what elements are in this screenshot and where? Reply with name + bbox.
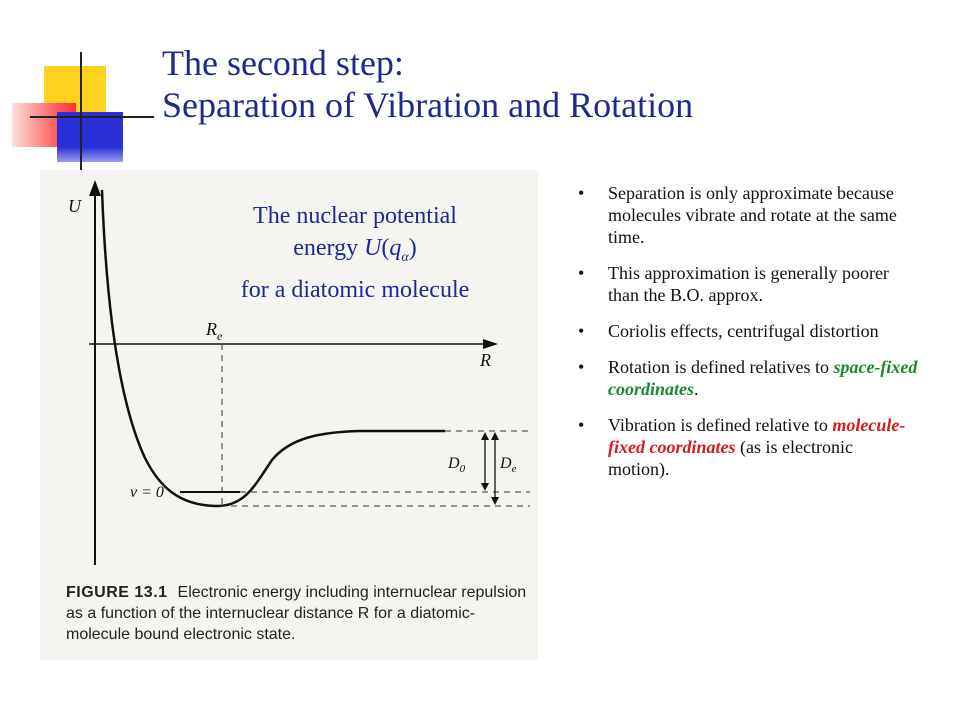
d0-label: D0 — [447, 455, 466, 475]
bullet-item: • Vibration is defined relative to molecu… — [578, 415, 906, 479]
potential-curve-plot: U R Re v = 0 D0 De — [68, 180, 530, 565]
figure-caption: FIGURE 13.1 Electronic energy including i… — [66, 582, 536, 645]
overlay-line-3: for a diatomic molecule — [240, 276, 470, 303]
de-label: De — [499, 455, 517, 475]
potential-curve — [100, 189, 445, 508]
figure-overlay-title: The nuclear potential energy U(qα) for a… — [205, 200, 505, 306]
bullet-item: • Rotation is defined relatives to space-… — [578, 357, 918, 399]
bullet-item: • Separation is only approximate because … — [578, 183, 897, 247]
bullet-icon: • — [578, 183, 585, 203]
overlay-line-1: The nuclear potential — [253, 203, 457, 229]
de-arrow-head-bottom — [491, 497, 499, 505]
bullet-icon: • — [578, 321, 585, 341]
title-line-2: Separation of Vibration and Rotation — [162, 85, 694, 125]
title-line-1: The second step: — [162, 43, 404, 83]
de-arrow-head-top — [491, 432, 499, 440]
bullet-item: • Coriolis effects, centrifugal distortio… — [578, 321, 879, 341]
slide-title: The second step: Separation of Vibration… — [162, 42, 942, 126]
re-label: Re — [205, 319, 223, 343]
y-axis-arrow — [89, 180, 101, 196]
bullet-icon: • — [578, 263, 585, 283]
potential-energy-figure: U R Re v = 0 D0 De The nuclear potential… — [40, 170, 538, 660]
deco-blue-square — [57, 112, 123, 162]
d0-arrow-head-top — [481, 432, 489, 440]
x-axis-arrow — [483, 339, 498, 349]
bullet-icon: • — [578, 357, 585, 377]
d0-arrow-head-bottom — [481, 483, 489, 491]
x-axis-label: R — [479, 350, 491, 370]
bullet-icon: • — [578, 415, 585, 435]
bullet-item: • This approximation is generally poorer … — [578, 263, 889, 305]
figure-caption-text: Electronic energy including internuclear… — [66, 584, 527, 643]
deco-horizontal-line — [30, 116, 154, 118]
bullet-list: • Separation is only approximate because … — [578, 182, 918, 494]
space-fixed-emphasis: space-fixed coordinates — [608, 357, 918, 399]
overlay-line-2: energy U(qα) — [293, 235, 417, 265]
molecule-fixed-emphasis: molecule-fixed coordinates — [608, 415, 906, 457]
v0-label: v = 0 — [130, 484, 164, 501]
y-axis-label: U — [68, 196, 82, 216]
figure-number: FIGURE 13.1 — [66, 584, 168, 601]
